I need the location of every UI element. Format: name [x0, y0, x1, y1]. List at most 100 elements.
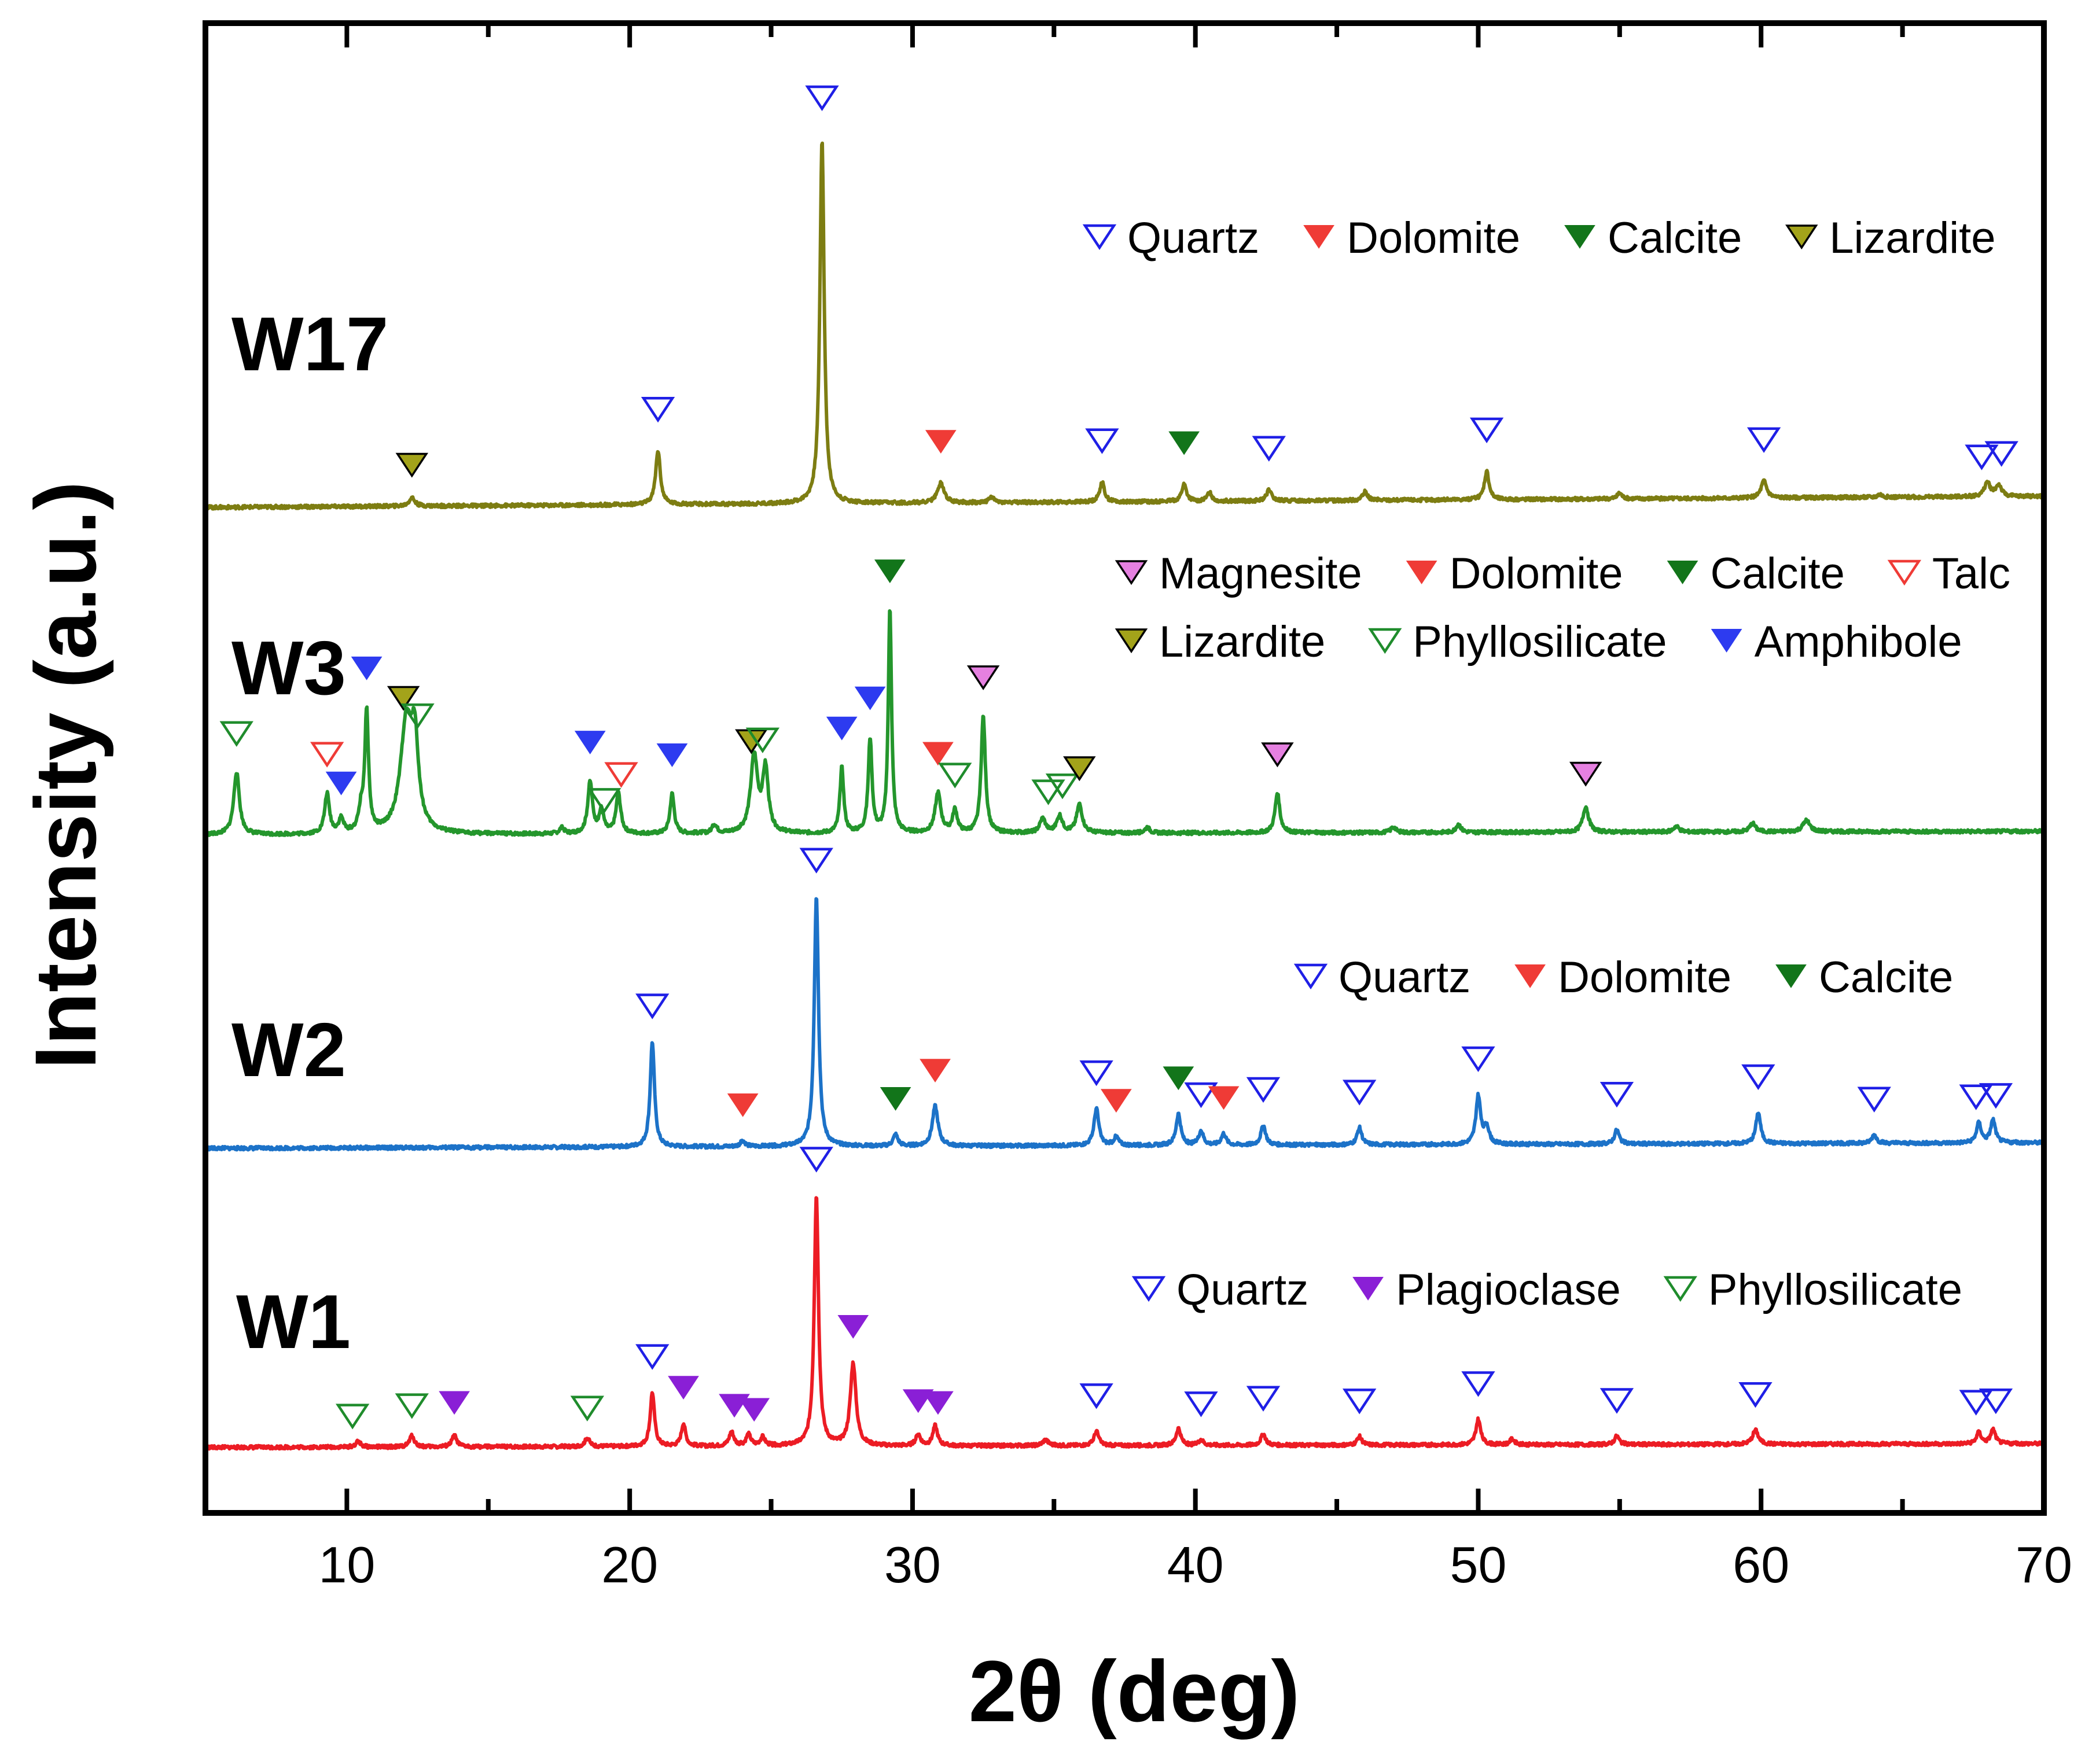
peak-marker-w2-quartz	[1959, 1084, 1993, 1110]
peak-marker-w3-dolomite	[922, 742, 954, 766]
peak-marker-w2-quartz	[1184, 1082, 1218, 1109]
legend-icon-phyllosilicate	[1663, 1276, 1697, 1302]
legend-label-dolomite: Dolomite	[1558, 953, 1731, 1002]
peak-marker-w1-plagioclase	[668, 1376, 699, 1400]
legend-icon-lizardite	[1785, 224, 1818, 250]
peak-marker-w1-quartz	[1079, 1383, 1113, 1409]
legend-icon-magnesite	[1115, 560, 1148, 585]
legend-label-quartz: Quartz	[1127, 213, 1259, 263]
peak-marker-w17-lizardite	[395, 452, 429, 478]
peak-marker-w2-quartz	[635, 993, 670, 1019]
legend-label-magnesite: Magnesite	[1159, 549, 1362, 598]
peak-marker-w1-plagioclase	[922, 1391, 954, 1415]
legend-icon-amphibole	[1711, 629, 1742, 653]
peak-marker-w17-quartz	[1746, 427, 1781, 453]
legend-label-amphibole: Amphibole	[1755, 617, 1962, 666]
sample-label-w3: W3	[231, 625, 346, 710]
legend-icon-dolomite	[1514, 964, 1546, 988]
peak-marker-w1-plagioclase	[837, 1315, 869, 1339]
x-tick-label: 50	[1450, 1536, 1507, 1593]
peak-marker-w3-amphibole	[854, 686, 886, 710]
marker-layer	[219, 85, 2018, 1430]
legend-icon-calcite	[1775, 964, 1807, 988]
sample-label-w17: W17	[231, 301, 388, 386]
peak-marker-w1-phyllosilicate	[395, 1393, 429, 1419]
peak-marker-w3-phyllosilicate	[1045, 773, 1080, 800]
peak-marker-w3-amphibole	[656, 743, 688, 767]
legend-label-calcite: Calcite	[1608, 213, 1742, 263]
legend-label-lizardite: Lizardite	[1159, 617, 1325, 666]
legend-icon-dolomite	[1303, 225, 1334, 249]
legend-label-plagioclase: Plagioclase	[1396, 1265, 1621, 1314]
peak-marker-w17-dolomite	[925, 430, 957, 454]
legend-layer: Quartz Dolomite Calcite Lizardite Magnesite D…	[1082, 213, 2010, 1314]
peak-marker-w1-quartz	[1979, 1388, 2013, 1415]
peak-marker-w2-quartz	[1461, 1046, 1495, 1073]
peak-marker-w2-calcite	[1163, 1066, 1194, 1091]
peak-marker-w3-phyllosilicate	[938, 763, 972, 789]
legend-icon-quartz	[1082, 224, 1117, 251]
series-line-w2	[205, 897, 2046, 1152]
legend-label-phyllosilicate: Phyllosilicate	[1708, 1265, 1962, 1314]
legend-icon-plagioclase	[1352, 1277, 1384, 1301]
peak-marker-w2-quartz	[1246, 1077, 1281, 1103]
peak-marker-w1-plagioclase	[439, 1391, 470, 1415]
peak-marker-w2-quartz	[1599, 1081, 1634, 1108]
sample-label-w2: W2	[231, 1007, 346, 1092]
y-axis-title: Intensity (a.u.)	[17, 481, 114, 1070]
series-line-w3	[205, 609, 2046, 837]
peak-marker-w17-calcite	[1168, 431, 1200, 455]
series-line-w1	[205, 1196, 2046, 1451]
peak-marker-w2-dolomite	[920, 1059, 951, 1083]
legend-label-calcite: Calcite	[1819, 953, 1953, 1002]
peak-marker-w3-lizardite	[735, 729, 768, 754]
peak-marker-w3-magnesite	[1569, 761, 1602, 787]
legend-label-dolomite: Dolomite	[1347, 213, 1520, 263]
peak-marker-w3-phyllosilicate	[219, 721, 253, 747]
peak-marker-w2-dolomite	[1208, 1086, 1240, 1110]
legend-icon-calcite	[1564, 225, 1595, 249]
peak-marker-w17-quartz	[1469, 417, 1504, 444]
legend-label-quartz: Quartz	[1339, 953, 1470, 1002]
peak-marker-w1-quartz	[1246, 1386, 1281, 1412]
legend-icon-phyllosilicate	[1368, 628, 1402, 654]
peak-marker-w2-quartz	[1857, 1087, 1891, 1113]
peak-marker-w1-phyllosilicate	[570, 1395, 605, 1421]
x-tick-label: 10	[318, 1536, 375, 1593]
legend-label-lizardite: Lizardite	[1829, 213, 1995, 263]
peak-marker-w3-phyllosilicate	[587, 788, 622, 814]
peak-marker-w2-quartz	[799, 848, 833, 874]
peak-marker-w3-amphibole	[574, 731, 606, 754]
peak-marker-w3-magnesite	[966, 665, 1000, 691]
label-layer: W17 W3 W2 W1	[231, 301, 388, 1364]
peak-marker-w2-dolomite	[1100, 1089, 1132, 1113]
peak-marker-w1-phyllosilicate	[335, 1404, 370, 1430]
legend-icon-calcite	[1667, 561, 1698, 584]
x-tick-label: 70	[2016, 1536, 2072, 1593]
legend-icon-quartz	[1131, 1276, 1166, 1302]
peak-marker-w17-quartz	[1085, 428, 1119, 454]
legend-icon-dolomite	[1406, 561, 1437, 584]
peak-marker-w17-quartz	[1965, 444, 1999, 470]
peak-marker-w17-quartz	[805, 85, 839, 112]
peak-marker-w1-quartz	[1184, 1391, 1218, 1417]
peak-marker-w3-phyllosilicate	[400, 703, 435, 730]
series-line-w17	[205, 141, 2045, 511]
legend-label-quartz: Quartz	[1176, 1265, 1308, 1314]
peak-marker-w2-quartz	[1741, 1064, 1775, 1091]
peak-marker-w2-quartz	[1343, 1080, 1377, 1106]
peak-marker-w17-quartz	[1252, 436, 1286, 462]
peak-marker-w3-talc	[310, 742, 344, 768]
peak-marker-w1-quartz	[1599, 1388, 1634, 1414]
legend-label-dolomite: Dolomite	[1450, 549, 1623, 598]
plot-frame	[203, 20, 2047, 1516]
peak-marker-w3-amphibole	[826, 716, 858, 741]
peak-marker-w1-quartz	[1461, 1371, 1495, 1397]
peak-marker-w3-lizardite	[387, 686, 420, 711]
peak-marker-w3-phyllosilicate	[1031, 779, 1065, 805]
peak-marker-w3-talc	[604, 762, 638, 788]
peak-marker-w3-lizardite	[1063, 756, 1096, 782]
x-tick-label: 60	[1733, 1536, 1789, 1593]
peak-marker-w1-quartz	[1959, 1390, 1993, 1416]
